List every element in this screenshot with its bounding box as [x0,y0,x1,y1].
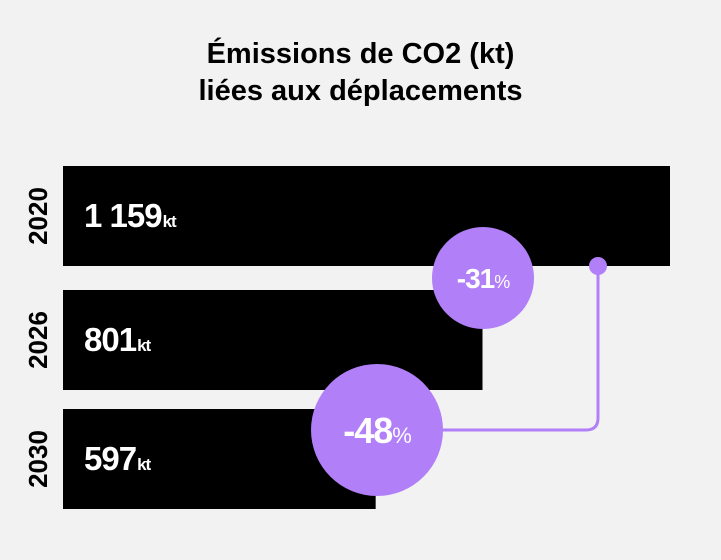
connector-dot [589,257,607,275]
year-label-2020: 2020 [23,187,53,245]
year-label-2026: 2026 [23,311,53,369]
value-label-2026: 801kt [84,321,152,358]
chart-title: Émissions de CO2 (kt) liées aux déplacem… [0,36,721,110]
bar-2020 [63,166,670,266]
delta-label-1: -48% [343,410,411,451]
year-label-2030: 2030 [23,430,53,488]
delta-circle-0 [432,227,534,329]
delta-label-0: -31% [457,263,510,294]
bar-2026 [63,290,483,390]
value-label-2030: 597kt [84,440,152,477]
chart-title-line1: Émissions de CO2 (kt) [206,38,515,70]
connector-line [377,266,600,432]
value-label-2020: 1 159kt [84,197,177,234]
chart-title-line2: liées aux déplacements [198,75,523,107]
delta-circle-1 [311,364,443,496]
